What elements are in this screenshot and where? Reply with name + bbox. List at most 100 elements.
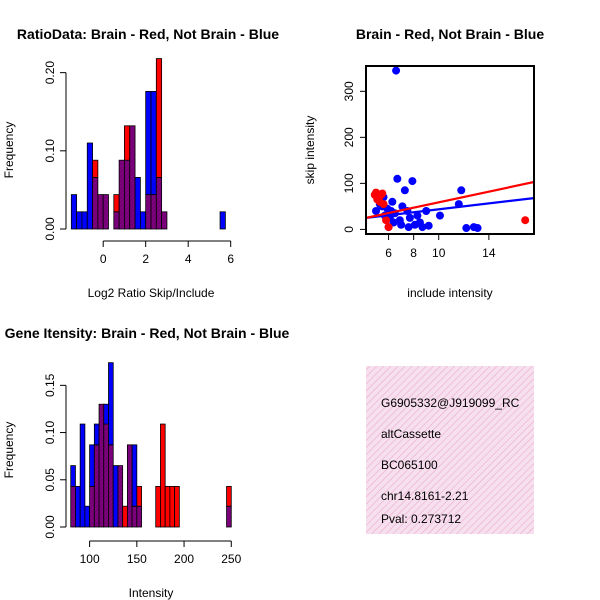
not-brain-bar [86,142,93,230]
overlap-bar [102,194,109,230]
not-brain-bar [219,211,226,230]
not-brain-bar [112,465,119,528]
not-brain-bar [75,485,81,528]
overlap-bar [124,159,131,230]
x-tick-label: 6 [227,252,234,266]
ratio-histogram-title: RatioData: Brain - Red, Not Brain - Blue [17,26,279,42]
not-brain-point [405,213,414,222]
scatter-marks [366,66,534,233]
brain-bar [122,505,128,528]
ratio-histogram-panel: RatioData: Brain - Red, Not Brain - Blue… [2,26,279,300]
x-tick-label: 6 [385,246,392,260]
brain-bar [155,485,161,528]
brain-bar [226,485,232,507]
gene-intensity-axes: 100 150 200 250 0.00 0.05 0.10 0.15 [43,373,242,566]
y-tick-label: 0 [342,226,356,233]
x-tick-label: 10 [432,246,446,260]
info-location: chr14.8161-2.21 [381,489,469,503]
not-brain-point [392,66,401,75]
brain-bar [160,423,166,528]
brain-point [384,223,393,232]
brain-point [521,216,530,225]
not-brain-point [388,197,397,206]
y-tick-label: 200 [342,127,356,147]
info-probe-id: G6905332@J919099_RC [381,396,520,410]
y-tick-label: 0.00 [43,217,57,241]
not-brain-bar [139,211,147,230]
not-brain-bar [134,176,141,230]
not-brain-point [404,223,413,232]
brain-bar [113,194,120,213]
overlap-bar [98,403,105,528]
ratio-histogram-xlabel: Log2 Ratio Skip/Include [88,286,215,300]
overlap-bar [103,423,109,528]
y-tick-label: 0.10 [43,139,57,163]
not-brain-bar [79,423,86,528]
x-tick-label: 0 [100,252,107,266]
info-pval: Pval: 0.273712 [381,512,461,526]
not-brain-point [393,174,402,183]
scatter-axes: 6 8 10 14 0 100 200 300 [342,65,535,260]
overlap-bar [113,211,120,230]
brain-point [378,189,387,198]
not-brain-bar [81,211,88,230]
x-tick-label: 250 [221,552,241,566]
overlap-bar [129,125,136,230]
gene-intensity-histogram-panel: Gene Itensity: Brain - Red, Not Brain - … [2,325,290,600]
y-tick-label: 0.00 [43,515,57,539]
not-brain-point [424,221,433,230]
x-tick-label: 100 [80,552,100,566]
x-tick-label: 200 [174,552,194,566]
brain-point [382,216,391,225]
not-brain-fit-line [366,197,534,219]
overlap-bar [161,211,168,230]
intensity-scatter-panel: Brain - Red, Not Brain - Blue include in… [303,26,544,300]
overlap-bar [145,194,152,230]
gene-intensity-title: Gene Itensity: Brain - Red, Not Brain - … [5,325,290,341]
not-brain-point [400,186,409,195]
brain-fit-line [366,180,534,219]
info-event-type: altCassette [381,427,441,441]
scatter-ylabel: skip intensity [303,116,317,185]
not-brain-point [372,206,381,215]
not-brain-bar [89,444,95,487]
not-brain-point [435,211,444,220]
not-brain-bar [70,194,78,230]
brain-bar [155,58,163,178]
overlap-bar [118,159,125,230]
info-hatch [366,366,534,534]
overlap-bar [155,176,163,230]
scatter-frame [365,65,535,235]
overlap-bar [70,485,76,528]
overlap-bar [117,465,124,528]
brain-point [379,200,388,209]
not-brain-bar [93,423,100,446]
brain-bar [92,159,99,178]
overlap-bar [131,505,138,528]
not-brain-point [418,223,427,232]
not-brain-point [413,211,422,220]
x-tick-label: 8 [410,246,417,260]
scatter-title: Brain - Red, Not Brain - Blue [356,26,544,42]
overlap-bar [92,176,99,230]
y-tick-label: 0.10 [43,421,57,445]
ratio-histogram-axes: 0 2 4 6 0.00 0.10 0.20 [43,61,234,266]
x-tick-label: 14 [482,246,496,260]
ratio-histogram-ylabel: Frequency [2,122,16,179]
y-tick-label: 100 [342,173,356,193]
y-tick-label: 0.05 [43,468,57,492]
info-panel: G6905332@J919099_RC altCassette BC065100… [366,366,534,534]
x-tick-label: 150 [127,552,147,566]
not-brain-point [457,186,466,195]
x-tick-label: 2 [142,252,149,266]
ratio-histogram-bars [70,58,226,230]
not-brain-bar [150,91,157,195]
brain-bar [136,485,142,507]
overlap-bar [126,444,133,528]
y-tick-label: 0.15 [43,373,57,397]
not-brain-bar [84,505,91,528]
brain-bar [164,485,171,528]
brain-bar [174,485,180,528]
overlap-bar [150,194,157,230]
brain-bar [169,485,176,528]
